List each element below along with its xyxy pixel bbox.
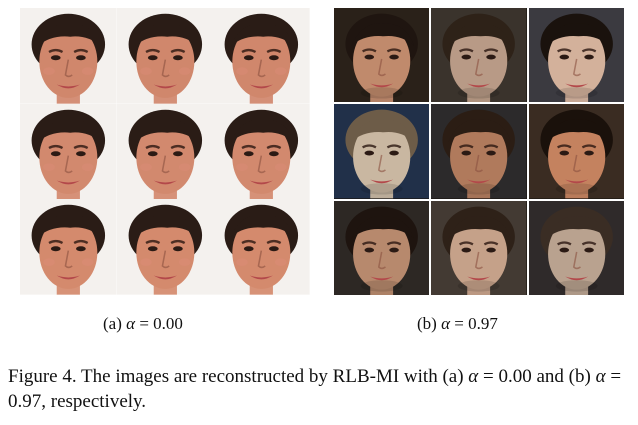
subcaption-b-value: = 0.97: [454, 314, 498, 333]
caption-label: Figure 4.: [8, 366, 77, 387]
face-thumbnail: [334, 200, 430, 295]
face-thumbnail: [213, 103, 310, 200]
caption-eq-a: =: [483, 366, 494, 387]
face-thumbnail: [528, 200, 624, 295]
face-thumbnail: [20, 199, 117, 295]
face-image: [116, 199, 214, 295]
subcaption-a-alpha: α: [126, 314, 136, 333]
face-image: [116, 8, 214, 104]
subcaption-a-value: = 0.00: [139, 314, 183, 333]
face-thumbnail: [431, 8, 527, 103]
face-image: [431, 8, 527, 103]
caption-alpha-b: α: [595, 366, 606, 387]
face-thumbnail: [20, 8, 117, 104]
subcaption-b: (b) α = 0.97: [417, 314, 498, 334]
face-image: [334, 104, 430, 199]
face-image: [20, 103, 117, 200]
caption-alpha-a: α: [468, 366, 479, 387]
face-image: [334, 200, 430, 295]
panel-a-face-grid: [20, 8, 310, 295]
face-image: [431, 104, 527, 199]
face-image: [528, 104, 624, 199]
face-thumbnail: [20, 103, 117, 200]
subcaption-a-prefix: (a): [103, 314, 122, 333]
face-image: [528, 8, 624, 103]
face-image: [20, 8, 117, 104]
face-image: [213, 103, 310, 200]
face-thumbnail: [334, 104, 430, 199]
face-thumbnail: [213, 199, 310, 295]
subcaption-b-prefix: (b): [417, 314, 437, 333]
face-grid-b: [334, 8, 624, 295]
figure-caption: Figure 4. The images are reconstructed b…: [8, 364, 634, 414]
caption-text: The images are reconstructed by RLB-MI w…: [81, 366, 464, 387]
face-image: [213, 199, 310, 295]
caption-eq-b: = 0.97, respectively.: [8, 366, 622, 412]
face-image: [20, 199, 117, 295]
face-thumbnail: [116, 199, 214, 295]
face-grid-a: [20, 8, 310, 295]
face-thumbnail: [213, 8, 310, 104]
face-thumbnail: [528, 8, 624, 103]
face-image: [528, 200, 624, 295]
face-thumbnail: [431, 200, 527, 295]
face-image: [116, 103, 214, 200]
caption-val-a: 0.00 and (b): [498, 366, 591, 387]
subcaption-a: (a) α = 0.00: [103, 314, 183, 334]
face-thumbnail: [334, 8, 430, 103]
face-image: [431, 200, 527, 295]
panel-b-face-grid: [334, 8, 624, 295]
face-thumbnail: [116, 8, 214, 104]
face-thumbnail: [116, 103, 214, 200]
face-image: [334, 8, 430, 103]
face-thumbnail: [431, 104, 527, 199]
face-thumbnail: [528, 104, 624, 199]
subcaption-b-alpha: α: [441, 314, 451, 333]
face-image: [213, 8, 310, 104]
